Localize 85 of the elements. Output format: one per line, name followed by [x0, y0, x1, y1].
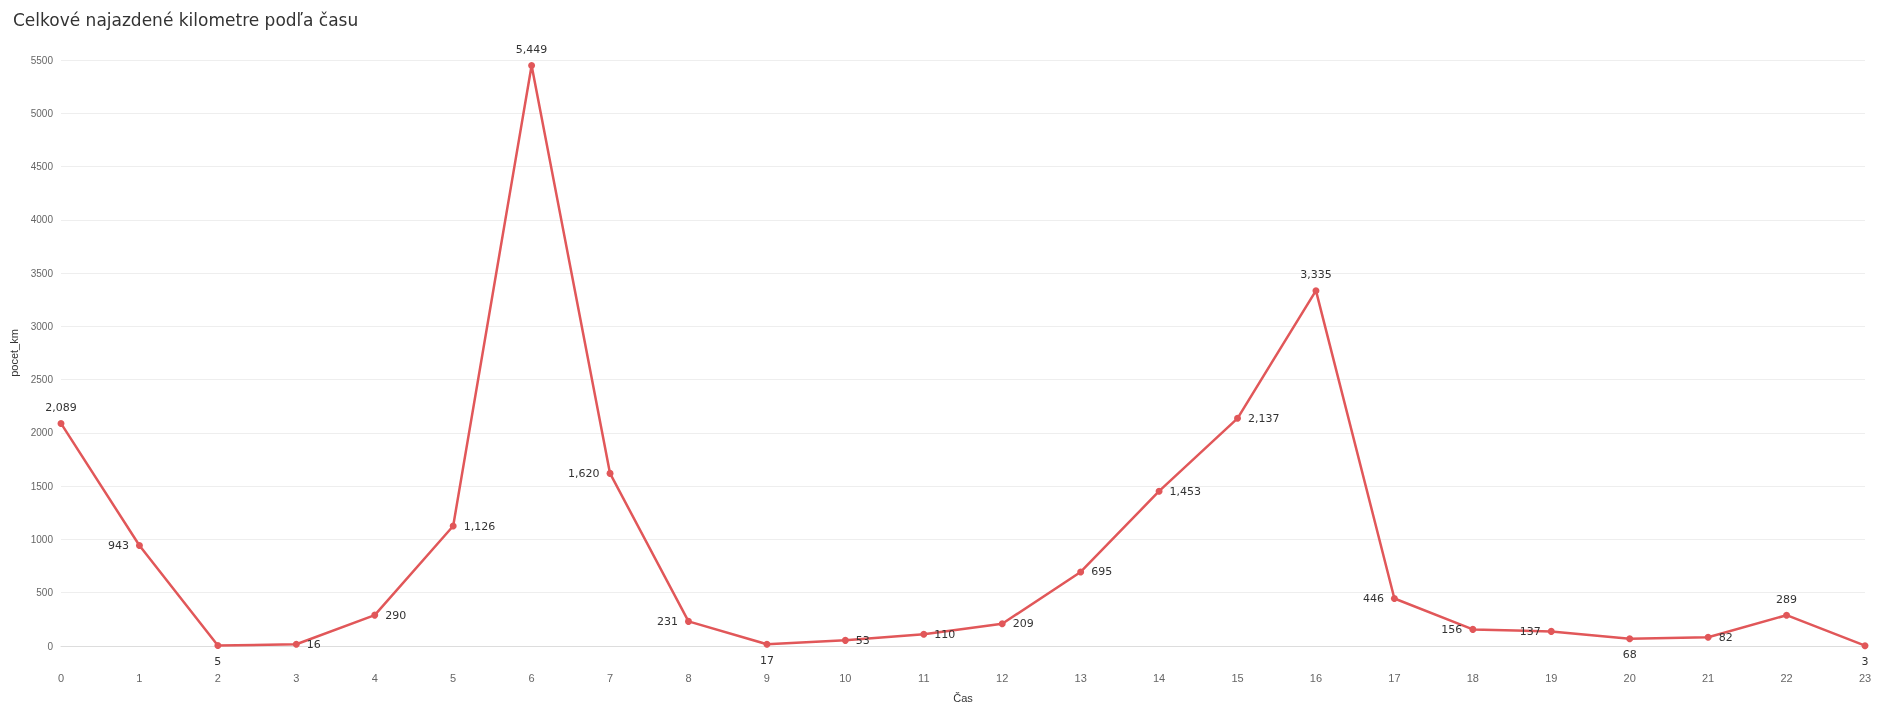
data-label: 110: [934, 627, 956, 641]
point: [1155, 487, 1163, 495]
data-label: 1,620: [568, 466, 600, 480]
point: [1390, 594, 1398, 602]
point: [1704, 633, 1712, 641]
x-tick-label: 15: [1231, 671, 1244, 684]
point: [684, 617, 692, 625]
point: [214, 641, 222, 649]
x-tick-label: 3: [293, 671, 300, 684]
x-tick-label: 0: [57, 671, 65, 684]
y-tick-label: 3000: [30, 320, 54, 332]
point: [1547, 627, 1555, 635]
y-tick-label: 500: [36, 587, 54, 599]
data-label: 16: [306, 637, 321, 651]
data-label: 943: [107, 539, 129, 553]
data-label: 17: [759, 653, 774, 667]
y-tick-label: 4000: [30, 214, 54, 226]
data-label: 209: [1012, 617, 1034, 631]
point: [57, 419, 65, 427]
point: [763, 640, 771, 648]
data-label: 5: [214, 654, 222, 668]
y-tick-label: 2500: [30, 374, 54, 386]
data-label: 2,137: [1248, 411, 1280, 425]
data-label: 68: [1622, 648, 1637, 662]
data-label: 695: [1091, 565, 1113, 579]
point: [998, 620, 1006, 628]
point: [371, 611, 379, 619]
point: [1234, 414, 1242, 422]
x-tick-label: 19: [1545, 671, 1558, 684]
x-tick-label: 16: [1309, 671, 1323, 684]
point: [1783, 611, 1791, 619]
data-label: 290: [385, 608, 407, 622]
x-tick-label: 20: [1623, 671, 1636, 684]
y-tick-label: 2000: [30, 427, 54, 439]
data-label: 289: [1776, 592, 1798, 606]
data-label: 2,089: [45, 400, 77, 414]
point: [606, 469, 614, 477]
data-label: 1,126: [463, 519, 496, 533]
x-tick-label: 5: [450, 671, 457, 684]
x-tick-label: 21: [1702, 671, 1715, 684]
data-label: 156: [1441, 622, 1463, 636]
point: [135, 542, 143, 550]
x-tick-label: 18: [1466, 671, 1479, 684]
x-tick-label: 7: [606, 671, 614, 684]
point: [1626, 635, 1634, 643]
point: [449, 522, 457, 530]
x-tick-label: 11: [918, 671, 930, 684]
x-tick-label: 12: [996, 671, 1009, 684]
point: [292, 640, 300, 648]
x-tick-label: 10: [839, 671, 852, 684]
y-tick-label: 1000: [30, 533, 54, 545]
x-tick-label: 22: [1780, 671, 1793, 684]
x-tick-label: 8: [685, 671, 692, 684]
x-tick-label: 23: [1858, 671, 1872, 684]
x-tick-label: 14: [1152, 671, 1166, 684]
y-tick-label: 1500: [30, 480, 54, 492]
y-tick-label: 0: [47, 640, 54, 652]
y-tick-label: 5000: [30, 107, 54, 119]
point: [920, 630, 928, 638]
point: [1469, 625, 1477, 633]
y-axis-title: pocet_km: [7, 329, 20, 377]
data-label: 231: [656, 614, 678, 628]
data-label: 82: [1718, 630, 1733, 644]
y-tick-label: 4500: [30, 161, 54, 173]
x-tick-label: 4: [371, 671, 378, 684]
data-label: 446: [1362, 591, 1384, 605]
y-tick-label: 3500: [30, 267, 54, 279]
x-tick-label: 13: [1074, 671, 1087, 684]
x-tick-label: 17: [1388, 671, 1401, 684]
x-tick-label: 2: [214, 671, 221, 684]
point: [1312, 287, 1320, 295]
data-label: 3: [1861, 655, 1869, 669]
x-tick-label: 9: [763, 671, 770, 684]
data-label: 3,335: [1300, 268, 1332, 282]
data-label: 1,453: [1169, 484, 1202, 498]
point: [528, 61, 536, 69]
data-label: 5,449: [515, 42, 548, 56]
chart-title: Celkové najazdené kilometre podľa času: [13, 9, 359, 30]
x-tick-label: 1: [136, 671, 143, 684]
y-tick-label: 5500: [30, 54, 54, 66]
x-axis-title: Čas: [953, 691, 974, 704]
point: [841, 636, 849, 644]
point: [1861, 642, 1869, 650]
point: [1077, 568, 1085, 576]
x-tick-label: 6: [528, 671, 535, 684]
